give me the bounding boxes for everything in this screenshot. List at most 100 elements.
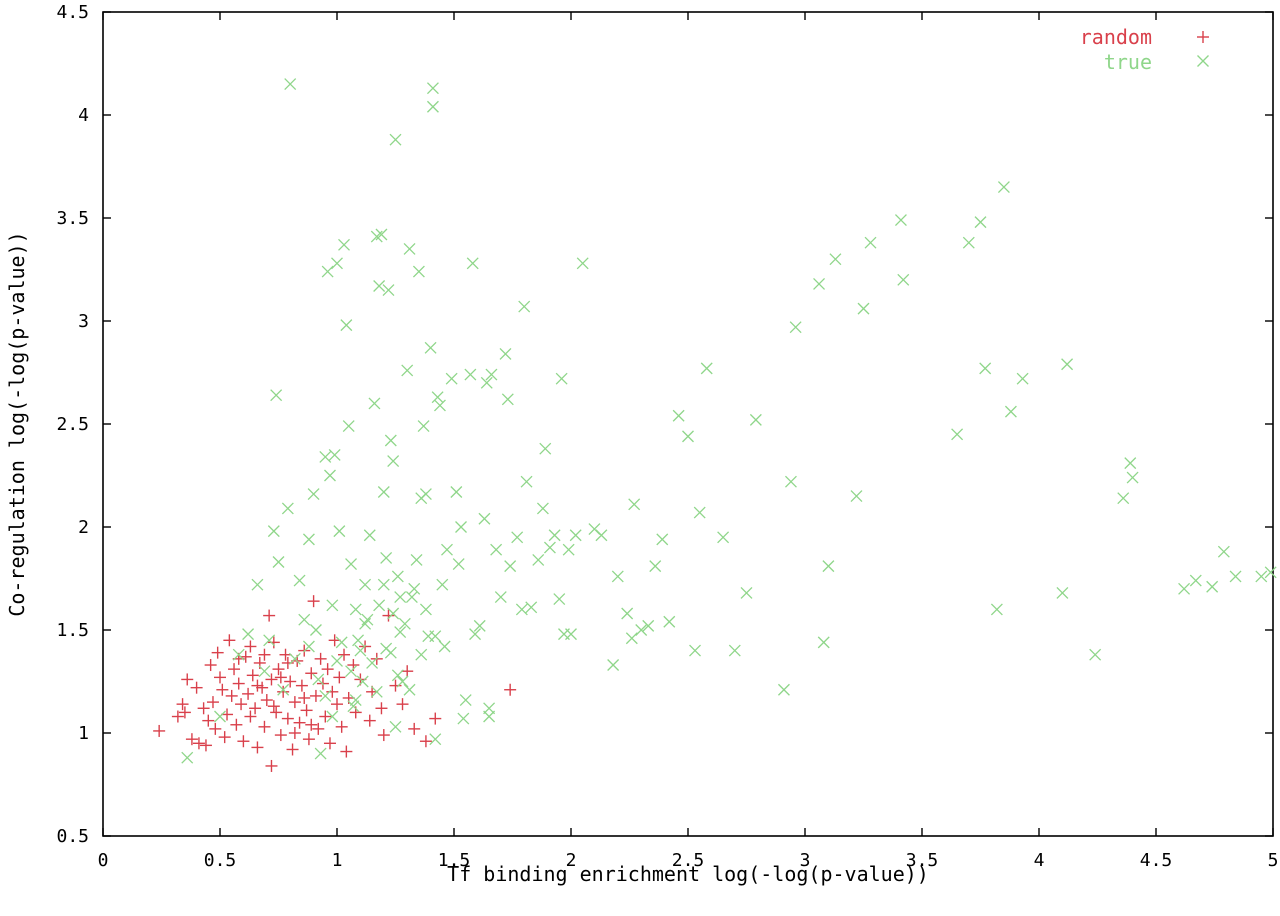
point-true — [405, 591, 418, 603]
point-random — [319, 710, 332, 723]
y-tick-label: 2.5 — [56, 414, 89, 435]
point-true — [857, 302, 870, 315]
x-tick-label: 2.5 — [672, 850, 705, 871]
point-true — [1016, 372, 1029, 385]
point-true — [979, 362, 992, 375]
point-true — [532, 554, 545, 566]
point-true — [1229, 570, 1242, 583]
point-random — [335, 720, 348, 733]
point-random — [192, 737, 205, 750]
point-true — [373, 280, 386, 292]
point-true — [457, 712, 470, 725]
point-true — [511, 531, 524, 544]
point-true — [611, 570, 624, 583]
y-tick-label: 4 — [78, 105, 89, 126]
point-true — [319, 451, 332, 463]
point-true — [408, 582, 421, 595]
point-random — [244, 640, 257, 653]
point-true — [328, 448, 341, 461]
point-random — [295, 679, 308, 692]
point-random — [251, 741, 264, 754]
point-random — [249, 702, 262, 715]
point-true — [403, 683, 416, 696]
point-random — [321, 663, 334, 676]
point-true — [319, 689, 332, 702]
point-true — [829, 253, 842, 266]
point-true — [1264, 566, 1277, 579]
point-random — [377, 729, 390, 742]
legend-marker-random — [1197, 31, 1209, 43]
point-true — [232, 648, 245, 661]
point-true — [181, 751, 194, 764]
point-true — [483, 702, 496, 715]
point-random — [216, 683, 229, 696]
point-random — [305, 718, 318, 731]
series-random — [153, 595, 517, 772]
point-true — [434, 399, 446, 412]
point-true — [258, 665, 271, 678]
point-true — [377, 578, 390, 591]
x-tick-label: 4 — [1034, 850, 1045, 871]
point-true — [642, 619, 655, 632]
point-true — [464, 368, 477, 381]
point-true — [326, 710, 339, 723]
point-true — [1004, 405, 1017, 418]
point-true — [284, 78, 297, 91]
point-random — [375, 702, 388, 715]
point-true — [333, 525, 346, 538]
point-random — [265, 673, 278, 686]
point-random — [204, 659, 217, 672]
point-true — [307, 488, 320, 500]
point-random — [221, 708, 234, 721]
point-true — [251, 578, 264, 591]
point-true — [419, 603, 432, 616]
point-true — [499, 348, 512, 360]
point-random — [223, 634, 236, 647]
point-random — [199, 739, 212, 752]
point-true — [352, 634, 365, 647]
point-true — [480, 376, 493, 389]
y-tick-label: 4.5 — [56, 2, 89, 23]
point-true — [391, 669, 404, 682]
point-true — [384, 434, 397, 447]
point-random — [284, 675, 297, 688]
point-random — [298, 691, 311, 704]
point-true — [543, 541, 556, 554]
point-true — [562, 543, 575, 556]
point-true — [997, 181, 1010, 194]
point-true — [361, 613, 374, 626]
point-true — [345, 665, 357, 678]
point-true — [1217, 545, 1230, 558]
point-true — [335, 636, 348, 649]
point-true — [894, 214, 907, 227]
point-random — [307, 595, 320, 608]
point-true — [1189, 574, 1202, 587]
point-true — [373, 599, 386, 612]
point-true — [621, 607, 634, 620]
point-random — [326, 685, 339, 698]
y-tick-label: 3.5 — [56, 208, 89, 229]
point-true — [478, 512, 491, 525]
point-true — [394, 591, 407, 603]
point-random — [314, 652, 327, 665]
point-random — [242, 687, 255, 700]
point-true — [813, 277, 825, 290]
point-true — [412, 265, 425, 278]
point-true — [410, 554, 423, 566]
point-true — [398, 617, 411, 630]
point-random — [277, 685, 290, 698]
point-random — [302, 733, 315, 746]
point-true — [415, 648, 428, 661]
point-true — [419, 488, 432, 500]
point-random — [309, 689, 322, 702]
point-true — [382, 284, 395, 297]
point-true — [595, 529, 608, 542]
point-true — [785, 475, 797, 488]
point-random — [382, 609, 395, 622]
point-true — [368, 397, 381, 410]
y-axis-title: Co-regulation log(-log(p-value)) — [5, 231, 29, 616]
point-random — [272, 663, 285, 676]
point-true — [340, 319, 353, 332]
point-true — [431, 391, 444, 404]
point-true — [354, 644, 367, 657]
